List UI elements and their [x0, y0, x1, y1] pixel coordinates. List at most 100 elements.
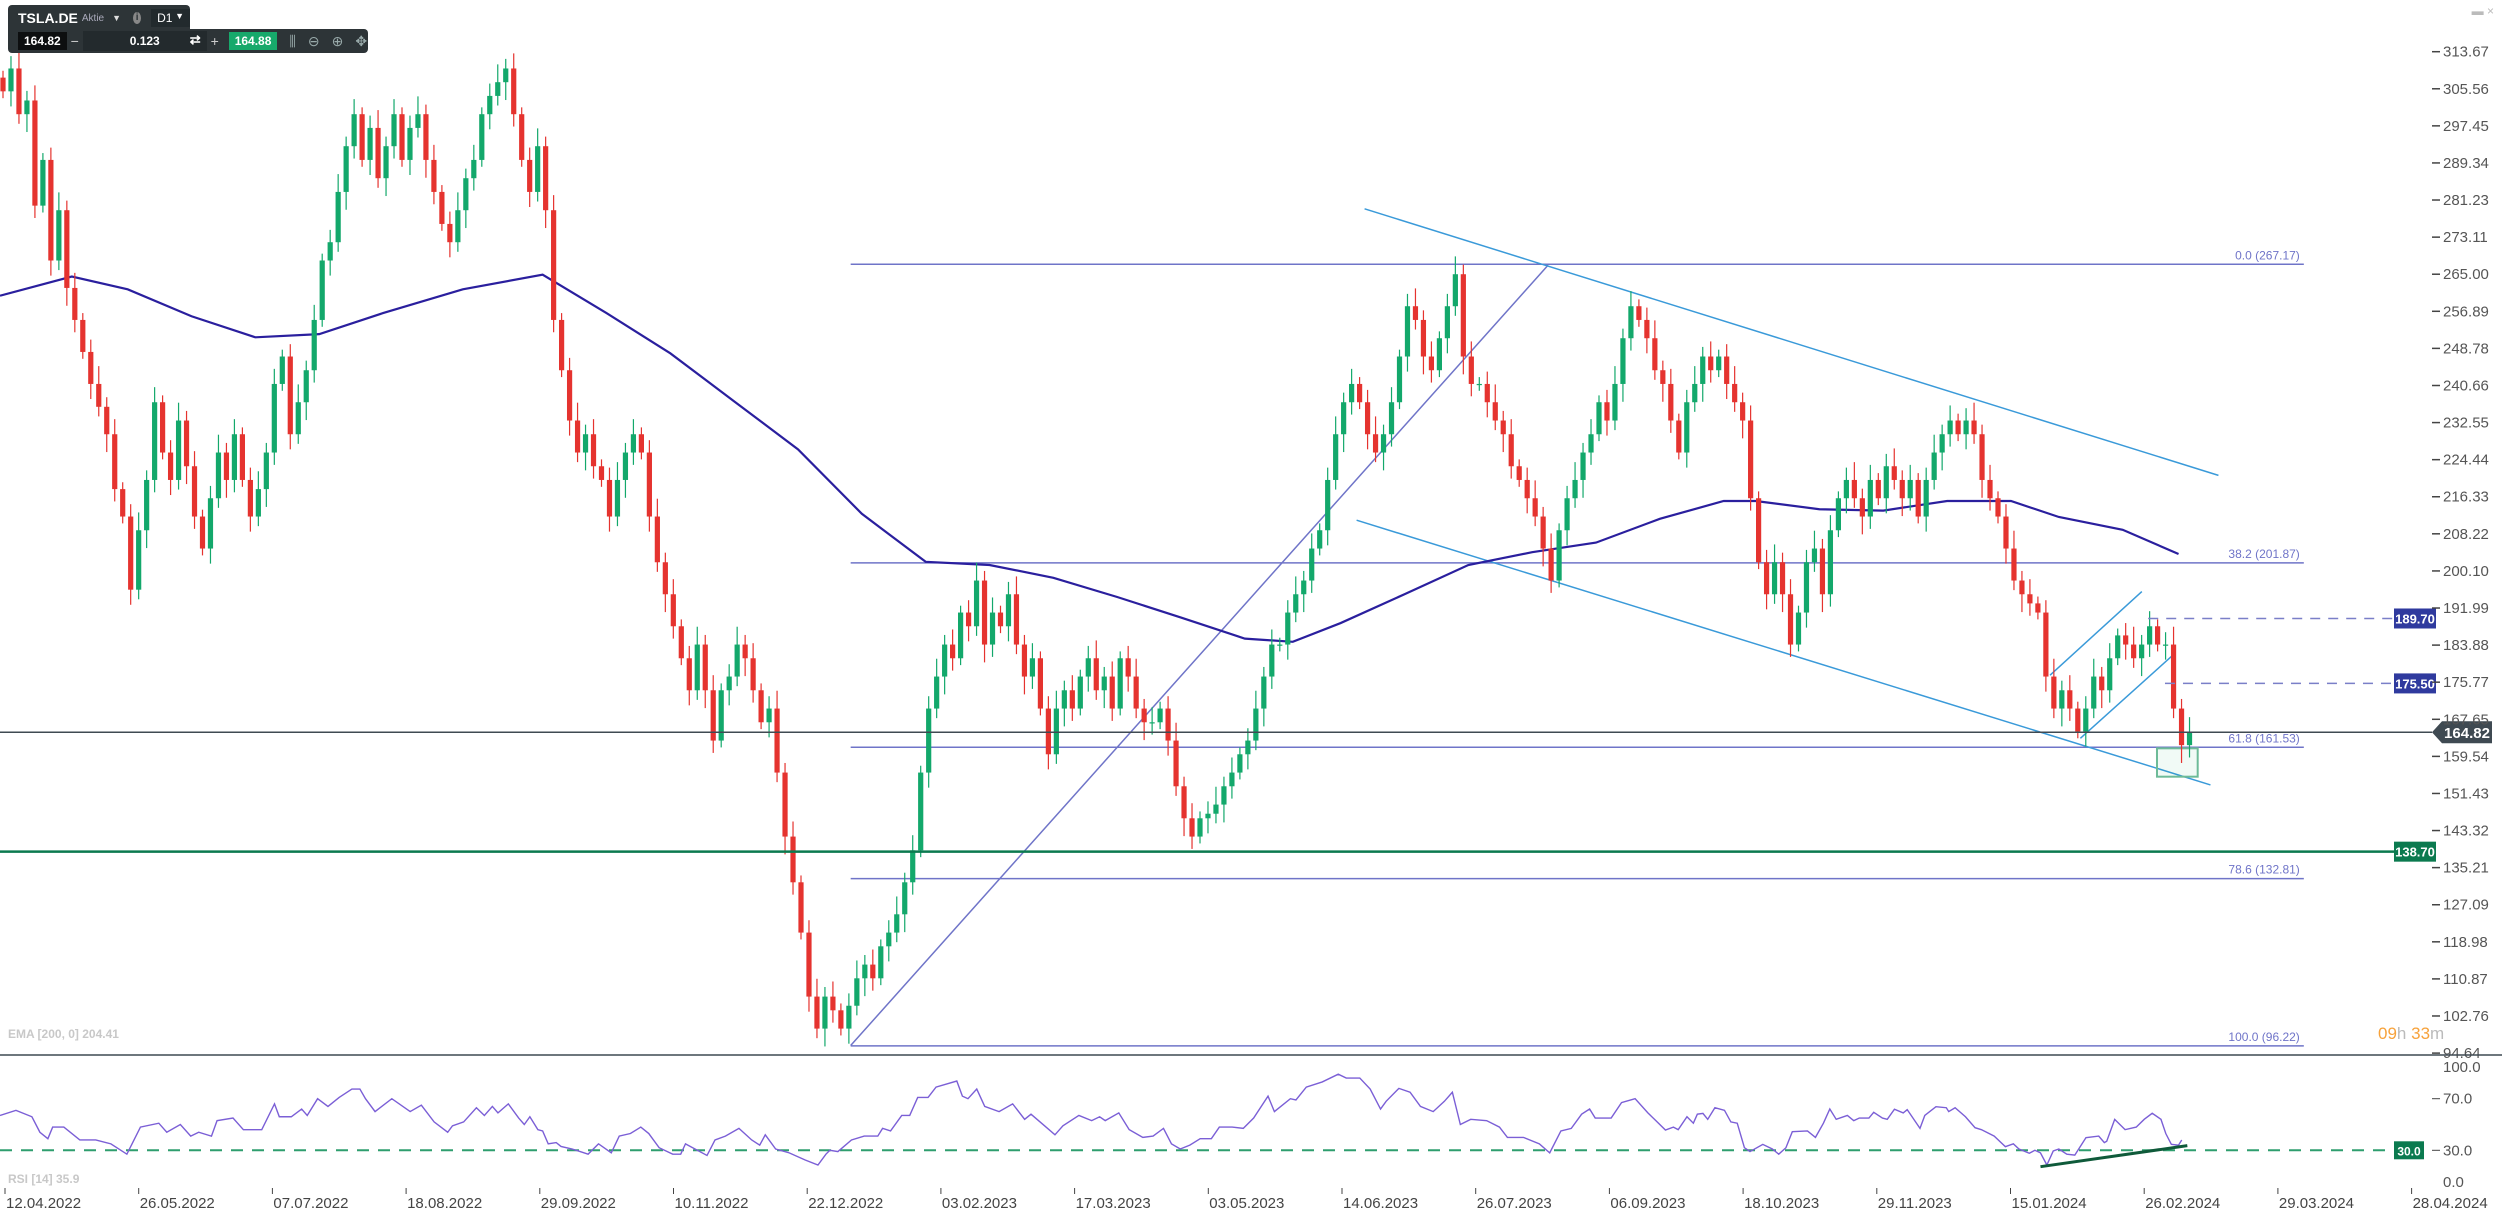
candle-body	[160, 402, 166, 453]
caret-down-icon[interactable]: ▼	[112, 13, 122, 23]
swap-icon[interactable]: ⇄	[189, 32, 201, 47]
channel-upper	[1364, 208, 2219, 477]
time-tick-label: 28.04.2024	[2413, 1195, 2488, 1212]
candle-body	[726, 676, 732, 691]
candle-body	[1700, 356, 1706, 384]
minimize-icon[interactable]: ▬	[2471, 4, 2484, 18]
candle-body	[231, 434, 238, 480]
ema-legend[interactable]: EMA [200, 0] 204.41	[8, 1027, 119, 1041]
info-icon[interactable]: i	[133, 12, 142, 24]
time-tick-label: 07.07.2022	[273, 1195, 348, 1212]
zoom-out-icon[interactable]: ⊖	[307, 32, 320, 49]
price-tick-label: 200.10	[2443, 563, 2489, 580]
instrument-type: Aktie	[81, 12, 105, 24]
candle-body	[958, 612, 964, 659]
close-icon[interactable]: ×	[2486, 4, 2494, 18]
sell-price-button[interactable]: 164.82	[18, 32, 67, 50]
candle-body	[1803, 562, 1810, 613]
candle-body	[1883, 466, 1889, 499]
trade-bar: 164.82 − 0.123 ⇄ + 164.88 ⫼ ⊖ ⊕ ✥	[8, 29, 368, 53]
candle-body	[1141, 708, 1147, 723]
candle-body	[1508, 434, 1514, 467]
candle-body	[965, 612, 972, 627]
time-axis[interactable]: 12.04.2022 26.05.2022 07.07.2022 18.08.2022…	[4, 1188, 2488, 1212]
candle-body	[2123, 635, 2129, 645]
price-tick-label: 118.98	[2443, 934, 2488, 951]
candle-body	[80, 319, 86, 352]
candle-body	[670, 594, 676, 627]
candle-body	[1787, 594, 1794, 645]
rsi-legend[interactable]: RSI [14] 35.9	[8, 1172, 79, 1186]
price-tick-label: 127.09	[2443, 897, 2489, 914]
highlight-zone	[2155, 747, 2199, 778]
zoom-in-icon[interactable]: ⊕	[331, 32, 344, 49]
rsi-level-box	[2394, 1141, 2424, 1160]
candle-body	[2170, 644, 2177, 709]
candle-body	[527, 159, 533, 192]
candle-body	[2147, 626, 2153, 645]
candles-settings-icon[interactable]: ⫼	[289, 32, 296, 49]
candle-body	[72, 287, 78, 320]
candle-body	[1939, 434, 1945, 453]
candle-body	[1037, 658, 1043, 709]
increase-quantity-button[interactable]: +	[210, 33, 219, 49]
candle-body	[96, 383, 102, 407]
candle-body	[1293, 594, 1299, 613]
candle-body	[1827, 530, 1834, 595]
candle-body	[918, 772, 924, 851]
candle-body	[1963, 420, 1969, 435]
candle-body	[1149, 722, 1155, 724]
candle-body	[431, 159, 437, 192]
time-tick-label: 18.10.2023	[1744, 1195, 1819, 1212]
candle-body	[2043, 612, 2049, 677]
symbol-name[interactable]: TSLA.DE	[18, 10, 78, 26]
candle-body	[447, 223, 453, 243]
candle-body	[32, 100, 38, 206]
quantity-value: 0.123	[129, 34, 160, 48]
candle-body	[311, 319, 317, 371]
candle-body	[1013, 594, 1020, 645]
candle-body	[88, 351, 94, 384]
price-tick-label: 191.99	[2443, 600, 2489, 617]
candle-body	[207, 498, 214, 549]
time-tick-label: 12.04.2022	[6, 1195, 81, 1212]
decrease-quantity-button[interactable]: −	[70, 33, 79, 49]
timeframe-select[interactable]: D1 ▼	[151, 9, 190, 27]
candle-body	[455, 210, 461, 243]
time-tick-label: 29.03.2024	[2279, 1195, 2354, 1212]
last-price-label: 164.82	[2444, 725, 2490, 742]
price-tick-label: 289.34	[2443, 155, 2489, 172]
candle-body	[1053, 708, 1059, 755]
candle-body	[774, 708, 780, 773]
candle-body	[1277, 644, 1283, 646]
candle-body	[343, 146, 349, 192]
candle-body	[1333, 434, 1339, 480]
candle-body	[1811, 548, 1818, 563]
candle-body	[1572, 479, 1578, 499]
buy-price-button[interactable]: 164.88	[228, 32, 278, 50]
candle-body	[1548, 548, 1554, 581]
candle-body	[1245, 740, 1251, 755]
candle-body	[718, 690, 724, 741]
rsi-tick-label: 0.0	[2443, 1174, 2464, 1191]
candle-body	[1692, 383, 1698, 403]
candle-body	[1197, 818, 1203, 837]
candle-body	[479, 114, 485, 160]
price-tick-label: 281.23	[2443, 192, 2489, 209]
candle-body	[1229, 772, 1235, 787]
candle-body	[790, 836, 796, 883]
candle-body	[2115, 635, 2121, 659]
candle-body	[271, 383, 277, 453]
candle-body	[1436, 338, 1442, 371]
quantity-input[interactable]: 0.123 ⇄	[82, 31, 207, 51]
price-tick-label: 240.66	[2443, 378, 2489, 395]
candle-body	[2139, 644, 2145, 659]
candle-body	[359, 114, 365, 160]
candle-body	[1500, 420, 1506, 435]
candle-body	[822, 996, 828, 1029]
price-axis[interactable]: 313.67 305.56 297.45 289.34 281.23 273.11 265.…	[2432, 44, 2489, 1062]
time-tick-label: 26.07.2023	[1477, 1195, 1552, 1212]
move-icon[interactable]: ✥	[355, 32, 368, 49]
timer-minutes-unit: m	[2430, 1024, 2445, 1043]
